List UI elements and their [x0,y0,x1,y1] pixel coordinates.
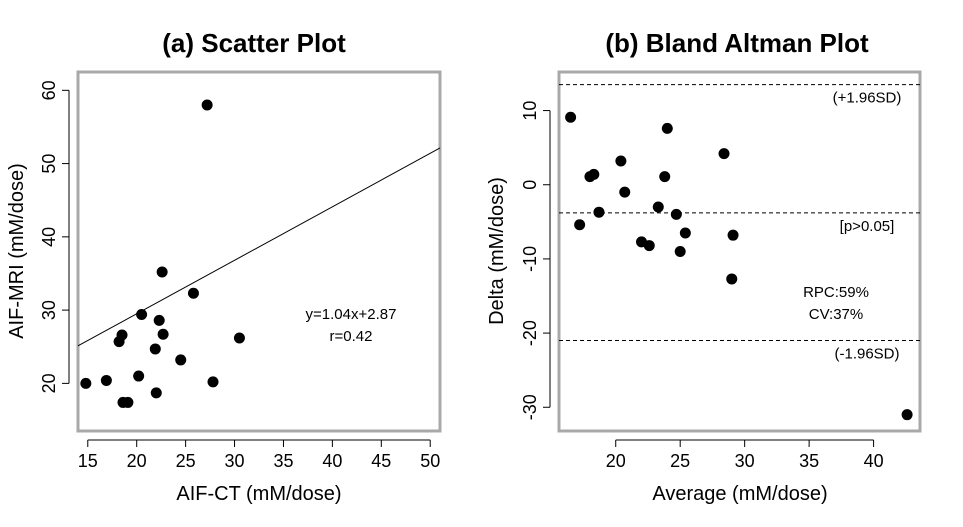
panel-b-points [565,111,913,421]
data-point [116,329,128,341]
panel-a-correlation: r=0.42 [330,328,373,345]
panel-b-xlabel: Average (mM/dose) [652,483,827,505]
x-tick-label: 25 [176,451,196,471]
data-point [122,396,134,408]
data-point [670,208,682,220]
panel-b-reference-lines: (+1.96SD) [p>0.05] (-1.96SD) [559,84,920,363]
panel-a-x-axis: 15 20 25 30 35 40 45 50 [78,439,440,471]
reference-line-label: (-1.96SD) [834,346,899,363]
panel-a-points [80,99,245,408]
data-point [619,186,631,198]
data-point [100,374,112,386]
data-point [565,111,577,123]
panel-b-title: (b) Bland Altman Plot [605,28,869,58]
x-tick-label: 35 [799,451,819,471]
data-point [150,387,162,399]
panel-b-x-axis: 20 25 30 35 40 [606,439,884,471]
panel-b-y-axis: -30 -20 -10 0 10 [520,101,551,420]
data-point [659,171,671,183]
data-point [643,240,655,252]
data-point [207,376,219,388]
y-tick-label: 0 [520,180,540,190]
data-point [661,122,673,134]
data-point [727,229,739,241]
data-point [652,201,664,213]
reference-line-label: (+1.96SD) [833,90,902,107]
panel-a-ylabel: AIF-MRI (mM/dose) [6,163,28,339]
y-tick-label: 40 [39,227,59,247]
y-tick-label: 20 [39,373,59,393]
reference-line-label: [p>0.05] [840,218,895,235]
y-tick-label: 50 [39,154,59,174]
data-point [156,266,168,278]
data-point [588,168,600,180]
y-tick-label: 10 [520,101,540,121]
panel-a-title: (a) Scatter Plot [162,28,346,58]
data-point [718,148,730,160]
panel-a: (a) Scatter Plot 15 20 25 30 35 40 45 50 20 30 40… [6,28,442,505]
data-point [201,99,213,111]
data-point [679,227,691,239]
panel-b-ylabel: Delta (mM/dose) [486,177,508,325]
data-point [80,377,92,389]
y-tick-label: -10 [520,246,540,272]
x-tick-label: 15 [78,451,98,471]
y-tick-label: 60 [39,80,59,100]
data-point [157,328,169,340]
data-point [187,287,199,299]
panel-b-rpc: RPC:59% [803,284,869,301]
panel-b-cv: CV:37% [809,306,863,323]
data-point [901,409,913,421]
panel-b-frame [557,70,922,433]
y-tick-label: 30 [39,300,59,320]
y-tick-label: -20 [520,320,540,346]
panel-a-equation: y=1.04x+2.87 [306,306,397,323]
x-tick-label: 50 [420,451,440,471]
data-point [149,343,161,355]
data-point [153,314,165,326]
data-point [574,219,586,231]
x-tick-label: 30 [735,451,755,471]
panel-a-y-axis: 20 30 40 50 60 [39,80,70,393]
data-point [175,354,187,366]
panel-a-frame [76,70,442,433]
data-point [133,370,145,382]
data-point [674,246,686,257]
x-tick-label: 40 [322,451,342,471]
x-tick-label: 30 [225,451,245,471]
data-point [136,309,148,321]
x-tick-label: 20 [127,451,147,471]
data-point [593,206,605,218]
data-point [233,332,245,344]
data-point [615,155,627,167]
data-point [726,273,738,285]
x-tick-label: 45 [371,451,391,471]
panel-b: (b) Bland Altman Plot 20 25 30 35 40 -30-20-… [486,28,922,505]
x-tick-label: 20 [606,451,626,471]
x-tick-label: 40 [864,451,884,471]
x-tick-label: 25 [670,451,690,471]
panel-a-xlabel: AIF-CT (mM/dose) [176,483,341,505]
x-tick-label: 35 [273,451,293,471]
y-tick-label: -30 [520,394,540,420]
